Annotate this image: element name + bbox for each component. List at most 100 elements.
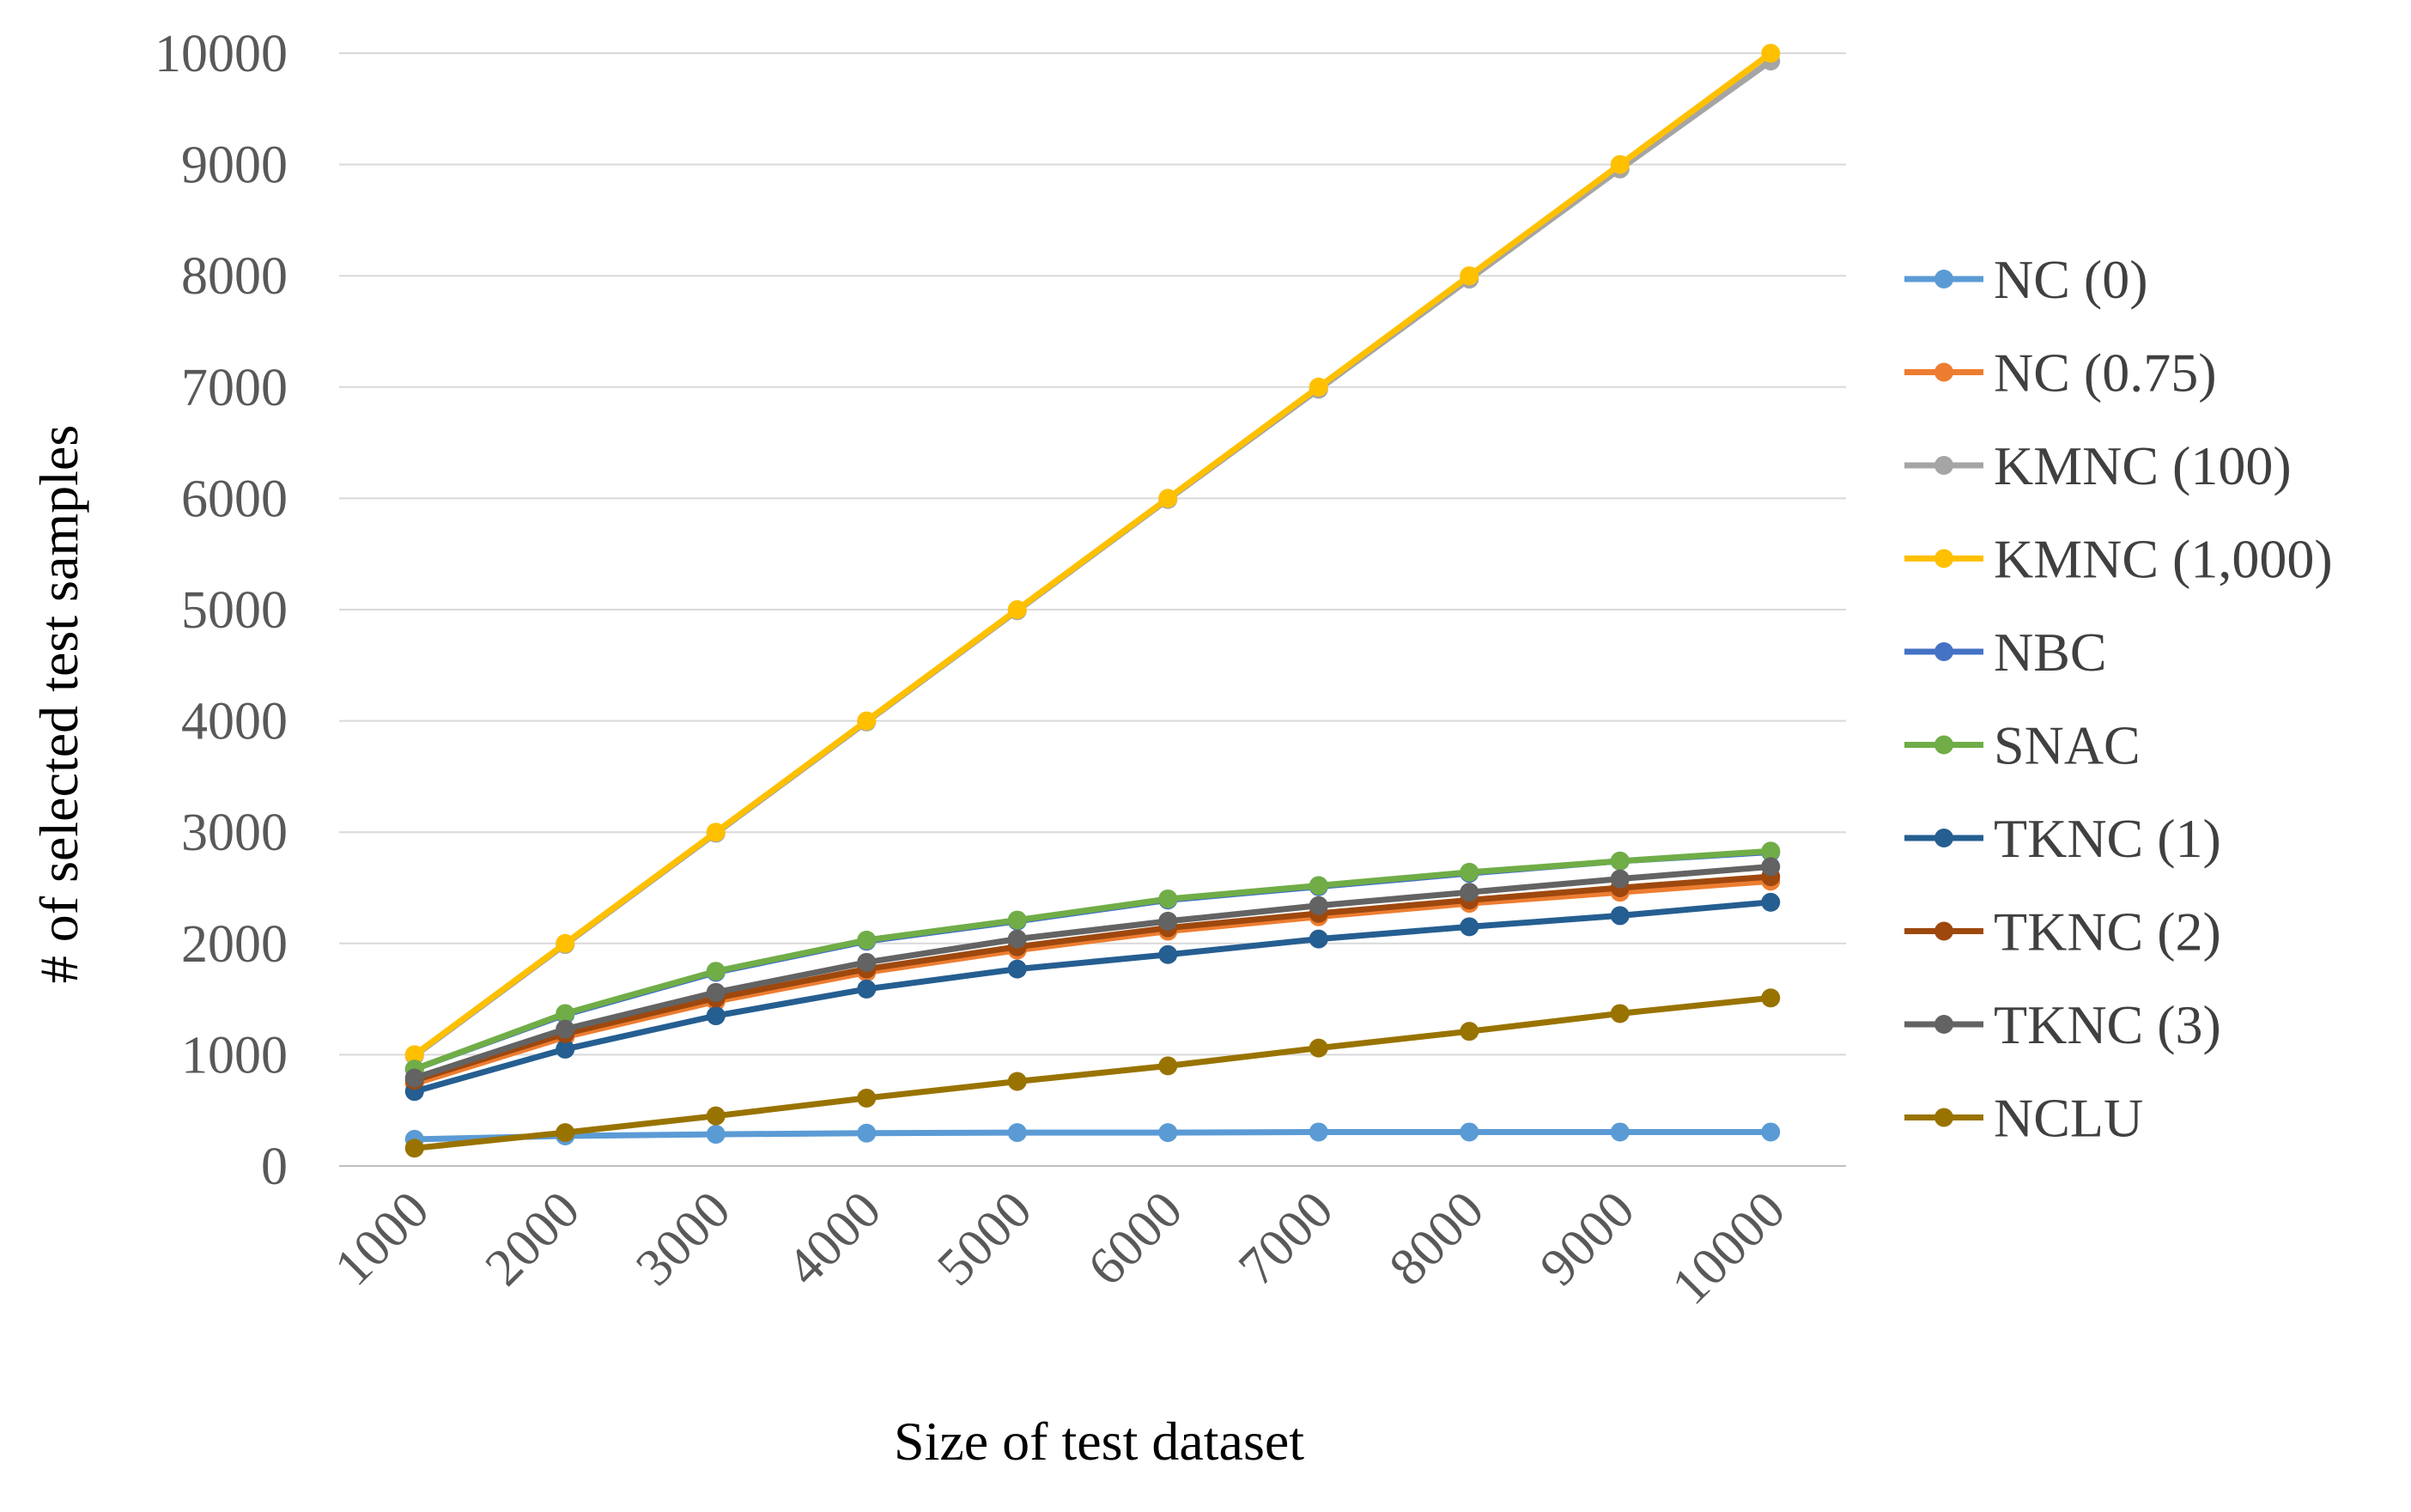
legend-item: TKNC (1) [1904,808,2221,869]
x-tick-label: 3000 [625,1181,742,1297]
y-tick-label: 1000 [181,1026,288,1084]
legend-item: TKNC (2) [1904,902,2221,962]
y-tick-label: 7000 [181,359,288,417]
data-point [706,1106,726,1126]
x-axis-title: Size of test dataset [894,1411,1304,1472]
series-9 [404,988,1781,1158]
series-1 [404,871,1781,1094]
legend-item: SNAC [1904,715,2141,776]
data-point [404,1068,424,1088]
data-point [857,711,877,731]
legend-label: SNAC [1994,715,2141,776]
data-point [706,982,726,1002]
x-tick-label: 1000 [324,1181,440,1297]
data-point [857,979,877,999]
data-point [556,933,575,953]
data-point [1460,266,1479,286]
data-point [857,952,877,972]
series-7 [404,867,1781,1090]
data-point [1610,906,1630,926]
series-line [411,873,1774,1084]
data-point [404,1139,424,1158]
x-tick-label: 4000 [775,1181,892,1297]
series-lines [404,44,1781,1158]
series-line [411,994,1774,1151]
data-point [1158,889,1178,908]
data-point [1007,929,1027,949]
data-point [1610,1122,1630,1142]
data-point [1309,1038,1328,1058]
data-point [1460,862,1479,882]
legend-label: NCLU [1994,1088,2143,1149]
data-point [556,1123,575,1143]
legend-label: TKNC (1) [1994,808,2221,869]
legend-swatch-marker [1934,549,1953,568]
legend: NC (0) NC (0.75) KMNC (100) KMNC (1,000) NBC… [1904,249,2333,1149]
data-point [1761,1122,1781,1142]
legend-swatch-marker [1934,642,1953,661]
data-point [1007,910,1027,930]
legend-swatch-marker [1934,921,1953,941]
data-point [556,1004,575,1023]
data-point [1460,1122,1479,1142]
legend-swatch-marker [1934,1108,1953,1127]
data-point [857,1088,877,1108]
x-tick-label: 8000 [1378,1181,1495,1297]
data-point [1610,1004,1630,1023]
legend-item: KMNC (100) [1904,435,2292,496]
series-line [411,877,1774,1087]
legend-swatch-marker [1934,362,1953,382]
x-tick-label: 9000 [1529,1181,1646,1297]
x-tick-label: 6000 [1077,1181,1193,1297]
data-point [556,1019,575,1039]
data-point [1158,1123,1178,1143]
data-point [1610,155,1630,174]
x-tick-label: 2000 [474,1181,591,1297]
data-point [1761,841,1781,861]
data-point [1761,988,1781,1008]
data-point [1761,892,1781,912]
legend-item: NC (0.75) [1904,343,2217,404]
x-axis-ticks: 1000 2000 3000 4000 5000 6000 7000 8000 9000 1000… [324,1181,1796,1316]
data-point [556,1039,575,1059]
data-point [706,823,726,842]
series-line [411,863,1774,1082]
y-tick-label: 4000 [181,693,288,751]
data-point [1007,959,1027,979]
legend-label: NC (0.75) [1994,343,2217,404]
series-line [411,847,1774,1072]
legend-label: KMNC (100) [1994,435,2292,496]
data-point [1761,857,1781,877]
legend-swatch-marker [1934,456,1953,475]
data-point [1610,851,1630,871]
data-point [1309,876,1328,896]
x-tick-label: 5000 [926,1181,1043,1297]
series-6 [404,892,1781,1102]
y-tick-label: 5000 [181,581,288,640]
legend-item: NBC [1904,622,2107,683]
data-point [706,962,726,981]
y-tick-label: 8000 [181,247,288,306]
data-point [404,1045,424,1065]
legend-item: TKNC (3) [1904,994,2221,1055]
data-point [1158,911,1178,931]
series-8 [404,857,1781,1088]
data-point [1309,377,1328,397]
series-line [411,1129,1774,1143]
gridlines [339,52,1846,1167]
y-tick-label: 3000 [181,804,288,862]
series-3 [404,44,1781,1065]
data-point [706,1125,726,1145]
data-point [1158,489,1178,508]
legend-swatch-marker [1934,270,1953,288]
data-point [1309,896,1328,915]
x-tick-label: 7000 [1228,1181,1345,1297]
series-line [411,50,1774,1058]
legend-label: TKNC (2) [1994,902,2221,962]
data-point [1309,929,1328,949]
legend-swatch-marker [1934,735,1953,755]
data-point [1007,1072,1027,1091]
data-point [706,1006,726,1026]
legend-item: NC (0) [1904,249,2148,310]
